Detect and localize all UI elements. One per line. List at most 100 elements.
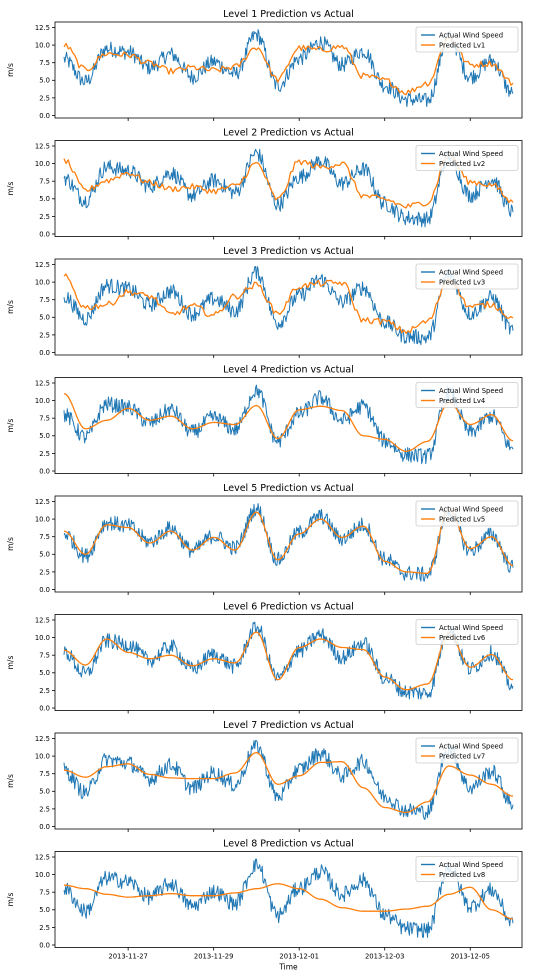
legend-label: Actual Wind Speed [439, 387, 503, 395]
y-tick-label: 0.0 [39, 230, 50, 238]
y-tick-label: 10.0 [35, 871, 50, 879]
legend-box [415, 500, 519, 527]
y-tick-label: 10.0 [35, 160, 50, 168]
y-axis-label: m/s [6, 63, 15, 77]
panel-6: Level 6 Prediction vs Actual 0.0 2.5 5.0 7.5… [6, 602, 523, 714]
legend-label: Actual Wind Speed [439, 742, 503, 750]
legend-label: Actual Wind Speed [439, 150, 503, 158]
y-axis-label: m/s [6, 300, 15, 314]
y-tick-label: 0.0 [39, 704, 50, 712]
y-tick-label: 10.0 [35, 634, 50, 642]
y-tick-label: 7.5 [39, 652, 50, 660]
y-tick-label: 2.5 [39, 213, 50, 221]
y-tick-label: 10.0 [35, 516, 50, 524]
y-tick-label: 12.5 [35, 853, 50, 861]
y-tick-label: 10.0 [35, 279, 50, 287]
y-axis-label: m/s [6, 182, 15, 196]
y-tick-label: 5.0 [39, 432, 50, 440]
y-tick-label: 5.0 [39, 195, 50, 203]
x-tick-label: 2013-11-29 [194, 953, 234, 961]
panel-1: Level 1 Prediction vs Actual 0.0 2.5 5.0 7.5… [6, 9, 523, 121]
y-tick-label: 7.5 [39, 178, 50, 186]
legend-box [415, 737, 519, 764]
y-tick-label: 12.5 [35, 261, 50, 269]
series-line-predicted [63, 36, 514, 96]
panel-title: Level 5 Prediction vs Actual [223, 483, 354, 494]
panel-title: Level 1 Prediction vs Actual [223, 9, 354, 20]
legend-label: Actual Wind Speed [439, 31, 503, 39]
legend-label: Actual Wind Speed [439, 505, 503, 513]
y-tick-label: 5.0 [39, 669, 50, 677]
panel-5: Level 5 Prediction vs Actual 0.0 2.5 5.0 7.5… [6, 483, 523, 595]
plot-frame [54, 495, 523, 593]
legend-label: Predicted Lv1 [439, 41, 485, 49]
y-tick-label: 12.5 [35, 616, 50, 624]
y-tick-label: 0.0 [39, 349, 50, 357]
y-tick-label: 10.0 [35, 753, 50, 761]
y-tick-label: 5.0 [39, 551, 50, 559]
y-tick-label: 2.5 [39, 568, 50, 576]
series-line-actual [63, 503, 514, 582]
y-tick-label: 2.5 [39, 805, 50, 813]
series-line-predicted [64, 883, 514, 920]
legend-label: Predicted Lv2 [439, 160, 485, 168]
legend-label: Predicted Lv4 [439, 397, 485, 405]
legend-box [415, 263, 519, 290]
panel-8: Level 8 Prediction vs Actual 0.0 2.5 5.0 7.5… [6, 839, 523, 961]
y-tick-label: 7.5 [39, 296, 50, 304]
legend-label: Predicted Lv6 [439, 634, 485, 642]
plot-frame [54, 140, 523, 237]
legend-label: Predicted Lv3 [439, 278, 485, 286]
panel-7: Level 7 Prediction vs Actual 0.0 2.5 5.0 7.5… [6, 720, 523, 832]
series-line-predicted [63, 392, 514, 452]
y-tick-label: 7.5 [39, 533, 50, 541]
y-tick-label: 5.0 [39, 788, 50, 796]
series-line-actual [63, 29, 514, 108]
plot-frame [54, 851, 523, 948]
y-tick-label: 0.0 [39, 586, 50, 594]
y-tick-label: 12.5 [35, 498, 50, 506]
y-tick-label: 2.5 [39, 331, 50, 339]
x-axis-label: Time [278, 963, 298, 972]
plot-frame [54, 21, 523, 119]
y-tick-label: 7.5 [39, 415, 50, 423]
series-line-actual [63, 621, 514, 700]
series-line-predicted [63, 631, 514, 691]
y-tick-label: 12.5 [35, 379, 50, 387]
panel-title: Level 4 Prediction vs Actual [223, 365, 354, 376]
legend-box [415, 619, 519, 645]
x-tick-label: 2013-11-27 [108, 953, 148, 961]
y-tick-label: 7.5 [39, 770, 50, 778]
plot-frame [54, 258, 523, 356]
y-tick-label: 0.0 [39, 823, 50, 831]
panel-3: Level 3 Prediction vs Actual 0.0 2.5 5.0 7.5… [6, 246, 523, 358]
y-tick-label: 10.0 [35, 42, 50, 50]
y-tick-label: 5.0 [39, 77, 50, 85]
y-tick-label: 0.0 [39, 467, 50, 475]
y-tick-label: 0.0 [39, 112, 50, 120]
panel-title: Level 2 Prediction vs Actual [223, 128, 354, 139]
y-tick-label: 5.0 [39, 906, 50, 914]
y-tick-label: 2.5 [39, 924, 50, 932]
y-tick-label: 2.5 [39, 450, 50, 458]
y-tick-label: 2.5 [39, 687, 50, 695]
y-tick-label: 12.5 [35, 24, 50, 32]
legend-label: Actual Wind Speed [439, 861, 503, 869]
y-tick-label: 12.5 [35, 142, 50, 150]
series-line-actual [63, 858, 514, 938]
y-tick-label: 12.5 [35, 735, 50, 743]
plot-frame [54, 614, 523, 711]
legend-label: Actual Wind Speed [439, 268, 503, 276]
legend-box [415, 382, 519, 408]
x-tick-label: 2013-12-05 [450, 953, 490, 961]
panel-title: Level 8 Prediction vs Actual [223, 839, 354, 850]
panel-title: Level 7 Prediction vs Actual [223, 720, 354, 731]
plot-frame [54, 732, 523, 830]
legend-label: Predicted Lv8 [439, 871, 485, 879]
y-tick-label: 10.0 [35, 397, 50, 405]
legend-box [415, 26, 519, 53]
y-axis-label: m/s [6, 774, 15, 788]
legend-label: Actual Wind Speed [439, 624, 503, 632]
y-axis-label: m/s [6, 893, 15, 907]
